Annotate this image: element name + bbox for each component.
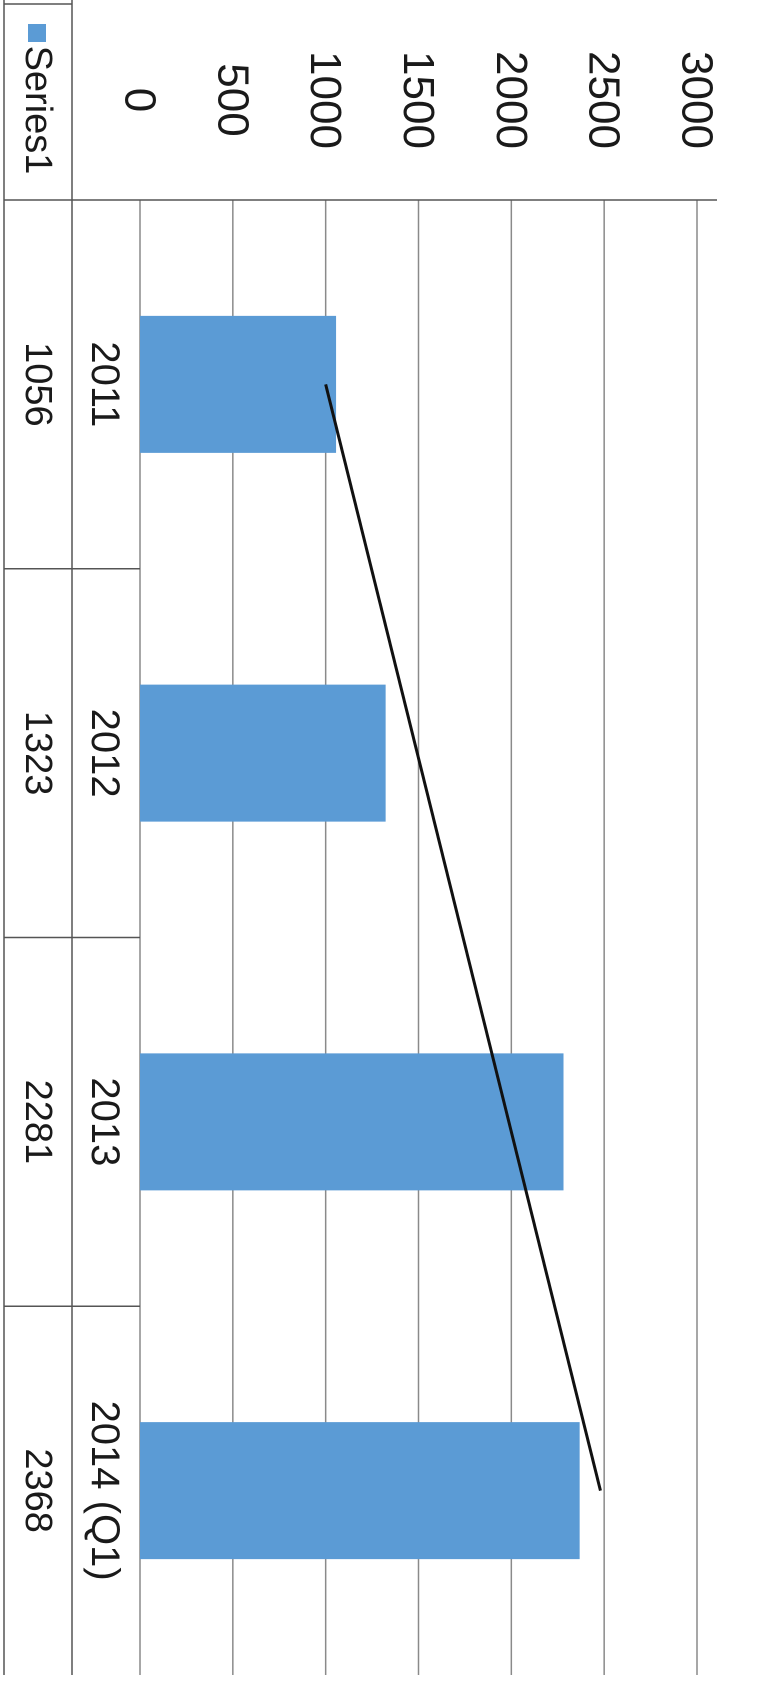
x-tick-label: 2012 bbox=[83, 709, 127, 798]
bar bbox=[140, 1422, 580, 1560]
data-label: 1056 bbox=[17, 342, 59, 427]
y-tick-label: 2500 bbox=[580, 51, 629, 149]
x-tick-label: 2011 bbox=[83, 341, 127, 427]
y-tick-label: 1500 bbox=[394, 51, 443, 149]
data-label: 2281 bbox=[17, 1080, 59, 1165]
legend-swatch bbox=[28, 24, 46, 42]
y-tick-label: 1000 bbox=[301, 51, 350, 149]
bar bbox=[140, 684, 386, 822]
data-label: 2368 bbox=[17, 1448, 59, 1533]
bar bbox=[140, 1053, 564, 1191]
trend-line bbox=[324, 384, 602, 1491]
bars bbox=[140, 315, 580, 1560]
y-tick-label: 3000 bbox=[673, 51, 722, 149]
labels: 0 500 1000 1500 2000 2500 3000 Series1 2011 1056 2… bbox=[17, 24, 722, 1581]
data-label: 1323 bbox=[17, 711, 59, 796]
data-table bbox=[3, 0, 140, 1675]
y-tick-label: 2000 bbox=[487, 51, 536, 149]
y-tick-label: 0 bbox=[116, 88, 165, 112]
legend-label: Series1 bbox=[17, 46, 59, 175]
bar bbox=[140, 315, 337, 453]
x-tick-label: 2014 (Q1) bbox=[83, 1401, 127, 1581]
y-tick-label: 500 bbox=[208, 63, 257, 136]
x-tick-label: 2013 bbox=[83, 1077, 127, 1166]
trend-line-layer bbox=[324, 384, 602, 1491]
